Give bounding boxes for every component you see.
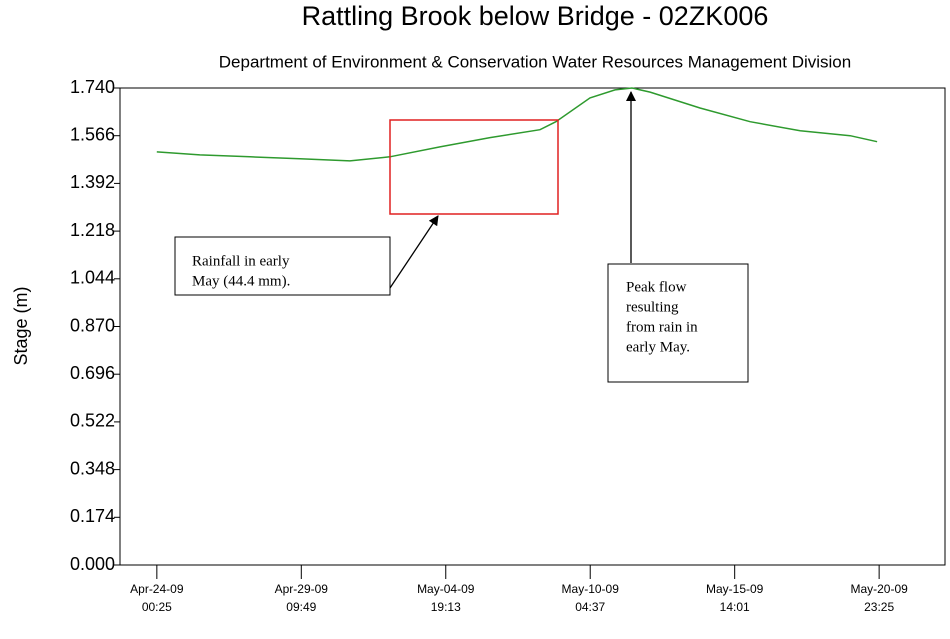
x-tick-label: 09:49 (286, 600, 316, 614)
data-line (156, 87, 878, 162)
x-tick-label: 23:25 (864, 600, 894, 614)
y-tick-label: 1.044 (70, 268, 115, 288)
y-tick-label: 1.740 (70, 77, 115, 97)
annotation-text: May (44.4 mm). (192, 273, 290, 289)
annotation-text: resulting (626, 299, 679, 315)
chart-title: Rattling Brook below Bridge - 02ZK006 (302, 1, 769, 31)
y-tick-label: 0.696 (70, 363, 115, 383)
y-tick-label: 1.218 (70, 220, 115, 240)
annotation-text: Rainfall in early (192, 253, 290, 269)
x-tick-label: 19:13 (431, 600, 461, 614)
y-tick-label: 0.348 (70, 458, 115, 478)
x-tick-label: 14:01 (720, 600, 750, 614)
y-tick-label: 1.392 (70, 172, 115, 192)
x-tick-label: Apr-24-09 (130, 582, 184, 596)
y-tick-label: 1.566 (70, 124, 115, 144)
highlight-box (389, 119, 559, 215)
y-tick-label: 0.870 (70, 315, 115, 335)
chart-subtitle: Department of Environment & Conservation… (219, 52, 851, 71)
annotation-box (607, 263, 749, 383)
plot-frame (119, 87, 946, 566)
y-axis-label: Stage (m) (11, 286, 31, 365)
x-tick-label: May-10-09 (562, 582, 620, 596)
x-tick-label: May-20-09 (850, 582, 908, 596)
x-tick-label: 04:37 (575, 600, 605, 614)
y-tick-label: 0.174 (70, 506, 115, 526)
arrow (389, 215, 439, 289)
x-tick-label: May-15-09 (706, 582, 764, 596)
annotation-text: Peak flow (626, 279, 687, 295)
y-tick-label: 0.522 (70, 411, 115, 431)
y-tick-label: 0.000 (70, 554, 115, 574)
annotation-box (174, 236, 391, 296)
x-tick-label: May-04-09 (417, 582, 475, 596)
annotation-text: early May. (626, 339, 690, 355)
x-tick-label: Apr-29-09 (275, 582, 329, 596)
annotation-text: from rain in (626, 319, 698, 335)
x-tick-label: 00:25 (142, 600, 172, 614)
